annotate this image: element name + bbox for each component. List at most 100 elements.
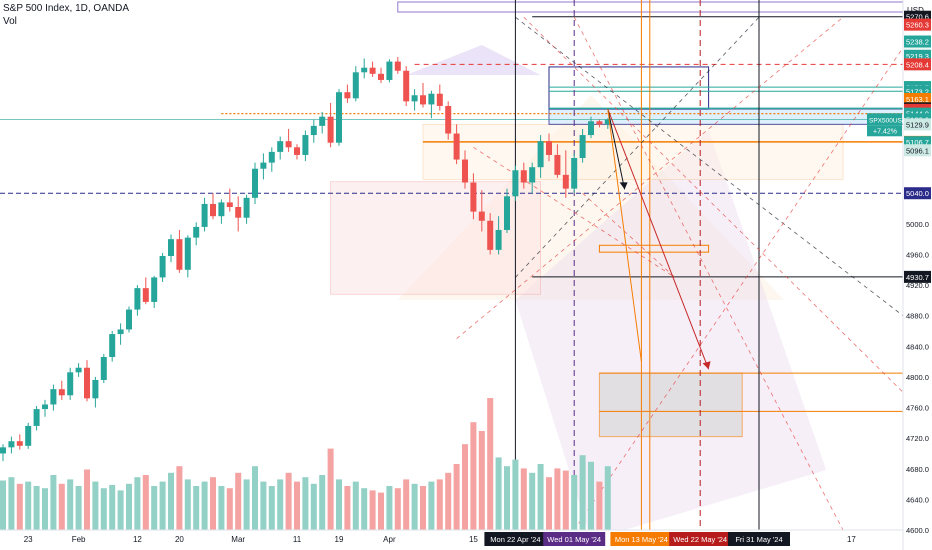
candle bbox=[445, 105, 452, 134]
volume-bar bbox=[378, 492, 384, 530]
volume-bar bbox=[50, 475, 57, 530]
projection-arrow bbox=[607, 108, 642, 362]
volume-bar bbox=[478, 431, 485, 530]
candle bbox=[58, 389, 65, 396]
price-tag bbox=[904, 144, 931, 157]
y-tick-label: 4600.0 bbox=[906, 526, 929, 535]
candle bbox=[285, 141, 292, 148]
candle bbox=[411, 95, 418, 102]
date-tag-label: Fri 31 May '24 bbox=[735, 535, 782, 544]
price-tag bbox=[904, 93, 931, 106]
zone-rectangle bbox=[397, 1, 904, 13]
volume-bar bbox=[596, 481, 603, 530]
volume-bar bbox=[344, 486, 351, 530]
volume-bar bbox=[42, 488, 48, 530]
volume-label: Vol bbox=[3, 16, 17, 27]
date-tag-label: Mon 13 May '24 bbox=[615, 535, 668, 544]
volume-bar bbox=[428, 481, 435, 530]
candle bbox=[327, 116, 334, 143]
candle bbox=[176, 239, 183, 270]
candle bbox=[25, 425, 32, 446]
x-tick-label: 20 bbox=[175, 535, 184, 544]
volume-bar bbox=[512, 459, 519, 530]
volume-bar bbox=[184, 479, 191, 530]
volume-bar bbox=[235, 472, 242, 530]
price-tag-label: 5260.3 bbox=[906, 21, 929, 30]
candle bbox=[218, 202, 225, 217]
zone-rectangle bbox=[548, 66, 710, 110]
projection-arrows bbox=[607, 108, 711, 370]
volume-bar bbox=[75, 486, 82, 530]
candle bbox=[67, 372, 74, 396]
price-tag bbox=[904, 35, 931, 48]
candle bbox=[184, 237, 191, 270]
candle bbox=[0, 447, 6, 454]
candle bbox=[504, 196, 510, 230]
fan-line bbox=[573, 47, 904, 531]
candle bbox=[394, 61, 401, 71]
price-tag bbox=[904, 118, 931, 131]
volume-bar bbox=[327, 448, 334, 530]
candle bbox=[420, 95, 426, 105]
volume-bar bbox=[16, 483, 23, 530]
projection-arrow bbox=[607, 108, 710, 370]
volume-bar bbox=[268, 486, 275, 530]
candle bbox=[319, 116, 326, 126]
candle bbox=[487, 220, 494, 250]
volume-bar bbox=[529, 472, 536, 530]
x-tick-label: 19 bbox=[335, 535, 344, 544]
date-tag-label: Wed 22 May '24 bbox=[673, 535, 727, 544]
candle bbox=[151, 277, 158, 302]
candle bbox=[546, 141, 552, 155]
y-tick-label: 4720.0 bbox=[906, 434, 929, 443]
volume-bar bbox=[361, 488, 368, 530]
price-tag-label: 5040.0 bbox=[906, 189, 929, 198]
y-tick-label: 4960.0 bbox=[906, 250, 929, 259]
candle bbox=[571, 158, 578, 189]
volume-bar bbox=[352, 481, 359, 530]
x-tick-label: 15 bbox=[469, 535, 478, 544]
candle-series bbox=[0, 56, 611, 462]
volume-bar bbox=[193, 486, 200, 530]
volume-bar bbox=[33, 486, 40, 530]
x-tick-label: Mar bbox=[231, 535, 245, 544]
price-tag bbox=[904, 18, 931, 31]
price-tag-label: 5219.3 bbox=[906, 52, 929, 61]
volume-bar bbox=[210, 477, 216, 530]
y-tick-label: 4680.0 bbox=[906, 465, 929, 474]
candle bbox=[159, 255, 166, 278]
fan-line bbox=[515, 16, 904, 317]
volume-bar bbox=[554, 468, 561, 530]
x-tick-label: 12 bbox=[133, 535, 142, 544]
volume-bar bbox=[571, 475, 578, 530]
volume-bar bbox=[201, 481, 208, 530]
candle bbox=[201, 203, 208, 227]
volume-bar bbox=[243, 479, 250, 530]
date-tag-label: Wed 01 May '24 bbox=[547, 535, 601, 544]
zone-rectangle bbox=[422, 123, 844, 180]
x-tick-label: Apr bbox=[383, 535, 396, 544]
volume-bar bbox=[285, 472, 292, 530]
candle bbox=[369, 67, 376, 74]
volume-bar bbox=[226, 488, 233, 530]
candle bbox=[428, 93, 435, 105]
volume-bar bbox=[302, 477, 309, 530]
volume-bar bbox=[109, 484, 116, 530]
candle bbox=[168, 239, 174, 256]
x-tick-label: 17 bbox=[847, 535, 856, 544]
candle bbox=[386, 61, 393, 80]
price-tag-label: 5163.1 bbox=[906, 95, 929, 104]
volume-bar bbox=[159, 481, 166, 530]
candle bbox=[142, 288, 149, 302]
y-tick-label: 4840.0 bbox=[906, 342, 929, 351]
candle bbox=[252, 168, 258, 198]
volume-bar bbox=[134, 477, 141, 530]
candle bbox=[100, 357, 107, 380]
volume-bar bbox=[495, 457, 502, 530]
currency-label: USD bbox=[907, 6, 924, 15]
candle bbox=[604, 119, 611, 125]
price-tag-label: 5208.4 bbox=[906, 60, 929, 69]
volume-bar bbox=[336, 479, 342, 530]
volume-bar bbox=[537, 464, 544, 530]
